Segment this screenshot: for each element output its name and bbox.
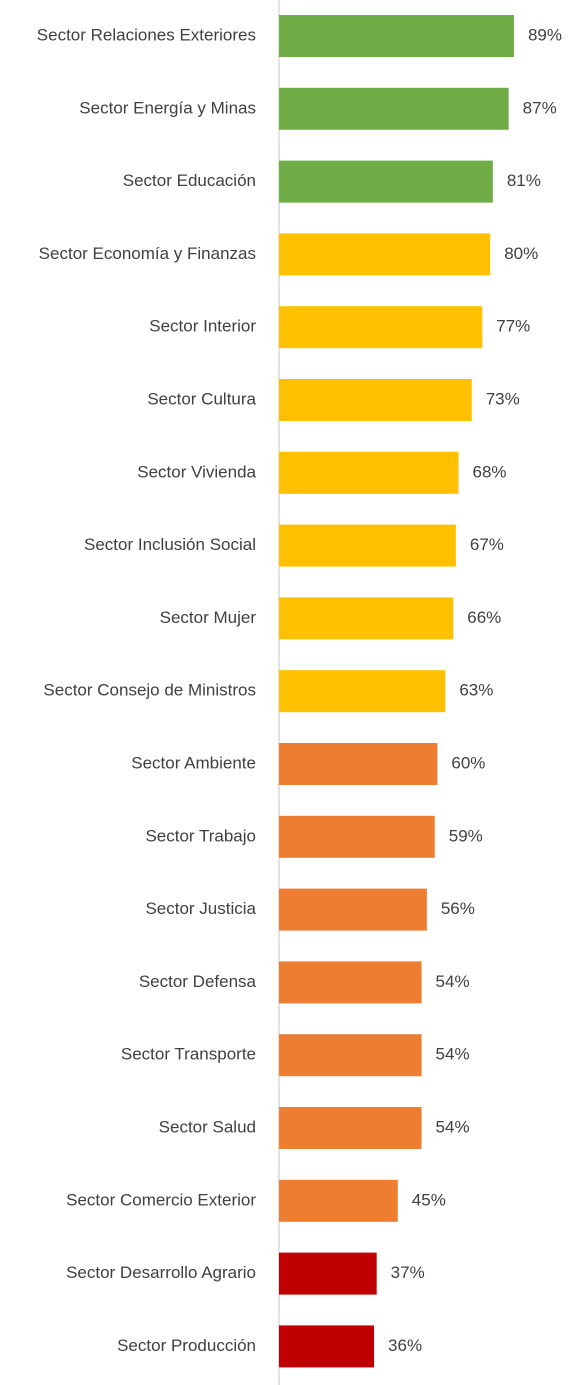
category-label: Sector Mujer	[160, 608, 257, 627]
category-label: Sector Inclusión Social	[84, 535, 256, 554]
category-label: Sector Consejo de Ministros	[43, 681, 256, 700]
category-label: Sector Producción	[117, 1336, 256, 1355]
bar	[279, 1179, 398, 1222]
data-label: 37%	[391, 1263, 425, 1282]
category-label: Sector Relaciones Exteriores	[37, 25, 256, 44]
bar	[279, 160, 493, 203]
category-label: Sector Ambiente	[131, 753, 256, 772]
bar	[279, 306, 483, 349]
bar	[279, 815, 435, 858]
data-label: 60%	[451, 753, 485, 772]
category-label: Sector Vivienda	[137, 462, 256, 481]
bar	[279, 743, 438, 785]
data-label: 81%	[507, 171, 541, 190]
data-label: 54%	[436, 972, 470, 991]
data-label: 67%	[470, 535, 504, 554]
category-label: Sector Salud	[159, 1117, 256, 1136]
data-label: 77%	[496, 317, 530, 336]
data-label: 66%	[467, 608, 501, 627]
category-label: Sector Energía y Minas	[79, 98, 256, 117]
category-label: Sector Justicia	[145, 899, 256, 918]
category-label: Sector Economía y Finanzas	[39, 244, 256, 263]
bar	[279, 670, 446, 713]
data-label: 59%	[449, 826, 483, 845]
category-label: Sector Defensa	[139, 972, 257, 991]
bar	[279, 961, 422, 1004]
category-label: Sector Educación	[123, 171, 256, 190]
data-label: 87%	[523, 98, 557, 117]
category-label: Sector Desarrollo Agrario	[66, 1263, 256, 1282]
category-label: Sector Trabajo	[145, 826, 256, 845]
category-label: Sector Cultura	[147, 389, 256, 408]
data-label: 54%	[436, 1045, 470, 1064]
data-label: 63%	[459, 681, 493, 700]
bar	[279, 888, 427, 931]
bar	[279, 1252, 377, 1295]
data-label: 73%	[486, 389, 520, 408]
bar	[279, 15, 514, 57]
data-label: 45%	[412, 1190, 446, 1209]
data-label: 68%	[473, 462, 507, 481]
bar	[279, 233, 491, 276]
bar	[279, 597, 454, 640]
bar	[279, 524, 456, 567]
bar	[279, 1034, 422, 1077]
category-label: Sector Comercio Exterior	[66, 1190, 256, 1209]
bar	[279, 87, 509, 130]
bar	[279, 379, 472, 421]
data-label: 89%	[528, 25, 562, 44]
bar	[279, 451, 459, 494]
data-label: 36%	[388, 1336, 422, 1355]
data-label: 56%	[441, 899, 475, 918]
data-label: 54%	[436, 1117, 470, 1136]
category-label: Sector Transporte	[121, 1045, 256, 1064]
bar	[279, 1107, 422, 1149]
bar	[279, 1325, 375, 1368]
category-label: Sector Interior	[149, 317, 256, 336]
data-label: 80%	[504, 244, 538, 263]
